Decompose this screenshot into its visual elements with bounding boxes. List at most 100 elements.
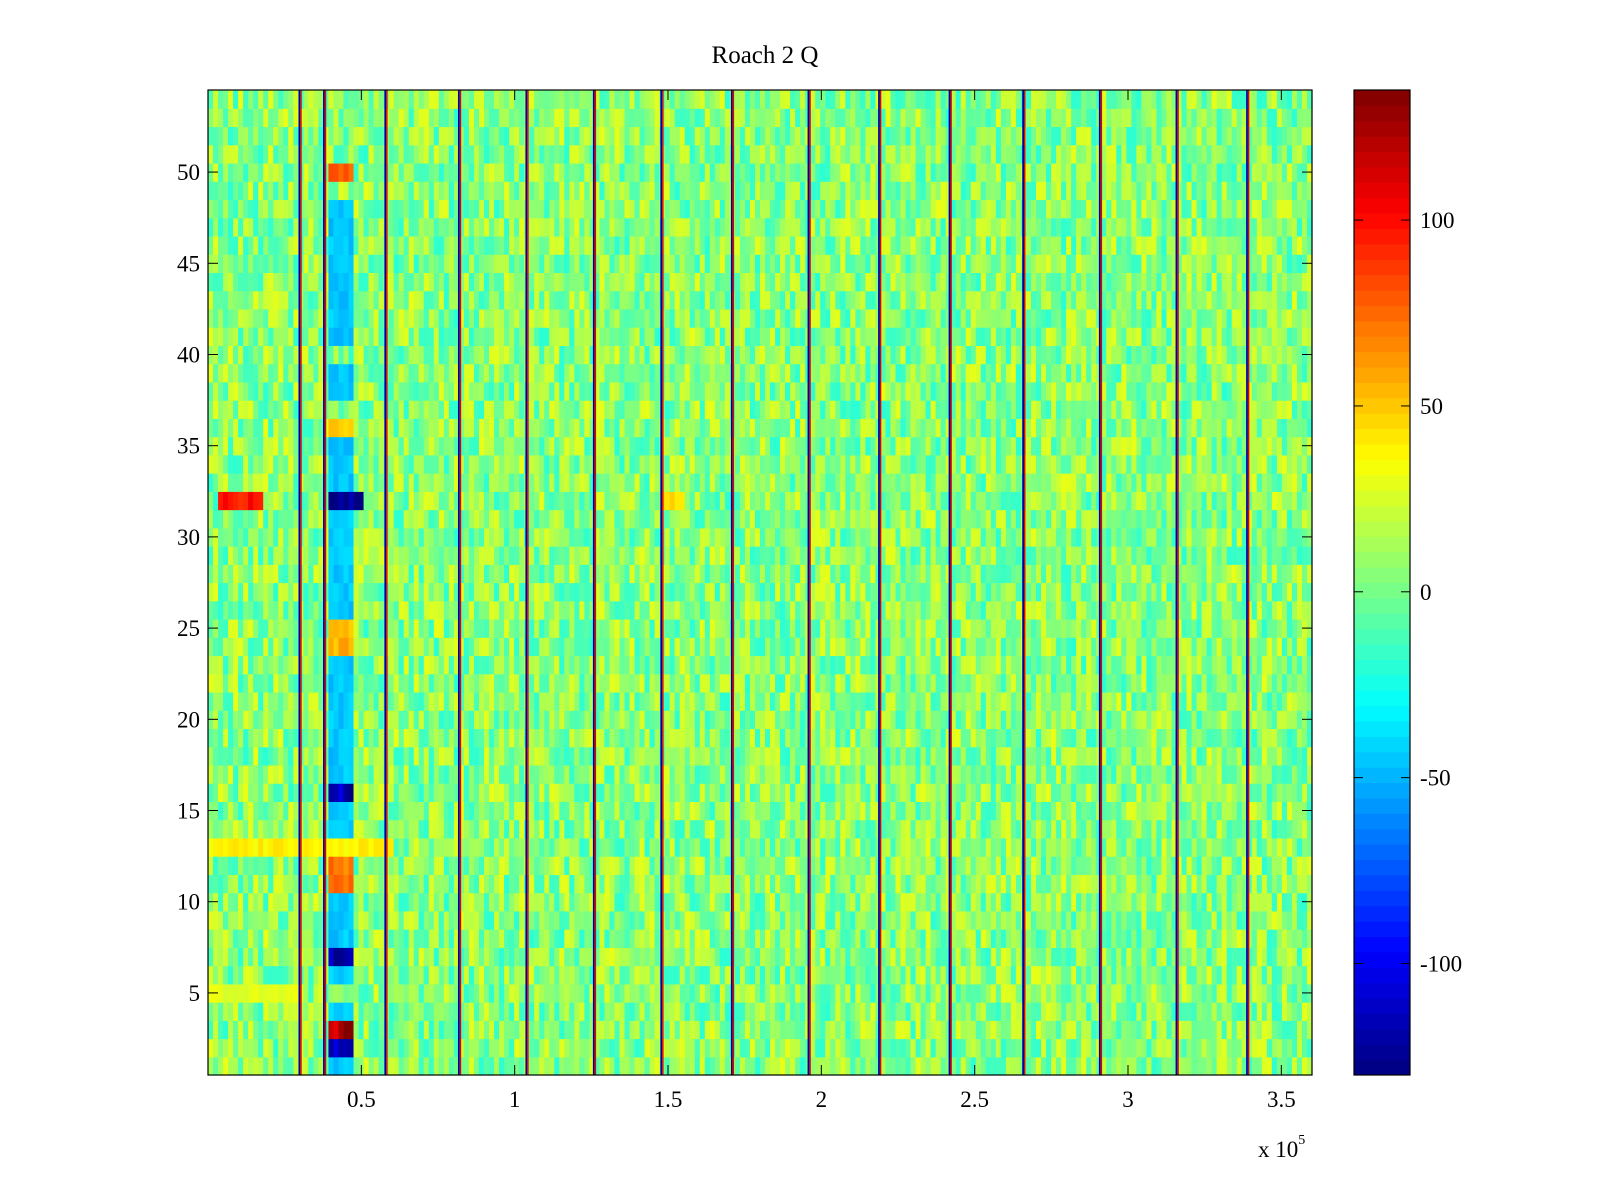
heatmap-cell bbox=[719, 929, 726, 948]
heatmap-cell bbox=[865, 1002, 871, 1021]
heatmap-cell bbox=[398, 1002, 405, 1021]
heatmap-cell bbox=[1246, 801, 1253, 821]
heatmap-cell bbox=[223, 710, 229, 730]
heatmap-cell bbox=[765, 783, 771, 802]
heatmap-cell bbox=[1151, 910, 1158, 930]
heatmap-cell bbox=[1226, 983, 1233, 1003]
heatmap-cell bbox=[1266, 910, 1273, 930]
heatmap-cell bbox=[619, 710, 626, 730]
heatmap-cell bbox=[253, 1038, 259, 1058]
heatmap-cell bbox=[1010, 746, 1017, 766]
heatmap-cell bbox=[208, 691, 214, 711]
heatmap-cell bbox=[915, 874, 922, 894]
heatmap-cell bbox=[303, 1056, 309, 1076]
heatmap-cell bbox=[619, 801, 626, 821]
heatmap-cell bbox=[358, 874, 365, 894]
heatmap-cell bbox=[489, 910, 495, 930]
heatmap-cell bbox=[699, 710, 706, 730]
heatmap-cell bbox=[1266, 1020, 1273, 1040]
heatmap-cell bbox=[1041, 910, 1047, 930]
heatmap-cell bbox=[1211, 764, 1218, 784]
heatmap-cell bbox=[1196, 947, 1203, 967]
heatmap-cell bbox=[760, 746, 766, 766]
heatmap-cell bbox=[213, 746, 219, 766]
heatmap-cell bbox=[1136, 728, 1142, 748]
heatmap-cell bbox=[1246, 1056, 1253, 1076]
heatmap-cell bbox=[624, 746, 631, 766]
heatmap-cell bbox=[900, 728, 907, 748]
heatmap-cell bbox=[714, 746, 721, 766]
heatmap-cell bbox=[1126, 983, 1132, 1003]
heatmap-cell bbox=[348, 1056, 355, 1076]
heatmap-cell bbox=[534, 910, 540, 930]
heatmap-cell bbox=[765, 746, 771, 766]
heatmap-cell bbox=[840, 947, 846, 967]
heatmap-cell bbox=[1091, 837, 1097, 857]
heatmap-cell bbox=[1036, 874, 1042, 894]
heatmap-cell bbox=[358, 983, 365, 1003]
heatmap-cell bbox=[800, 983, 806, 1003]
heatmap-cell bbox=[649, 764, 656, 784]
heatmap-cell bbox=[609, 929, 616, 948]
heatmap-cell bbox=[1201, 856, 1208, 875]
heatmap-cell bbox=[338, 856, 345, 875]
heatmap-cell bbox=[373, 892, 380, 912]
heatmap-cell bbox=[1151, 874, 1158, 894]
heatmap-cell bbox=[920, 783, 927, 802]
heatmap-cell bbox=[368, 929, 375, 948]
heatmap-cell bbox=[850, 1020, 856, 1040]
heatmap-cell bbox=[1246, 783, 1253, 802]
heatmap-cell bbox=[348, 783, 355, 802]
heatmap-cell bbox=[1051, 691, 1057, 711]
heatmap-cell bbox=[770, 910, 776, 930]
heatmap-cell bbox=[574, 910, 580, 930]
heatmap-cell bbox=[353, 1020, 360, 1040]
heatmap-cell bbox=[674, 710, 681, 730]
heatmap-cell bbox=[574, 892, 580, 912]
heatmap-cell bbox=[574, 874, 580, 894]
heatmap-cell bbox=[1061, 947, 1067, 967]
heatmap-cell bbox=[950, 856, 957, 875]
heatmap-cell bbox=[679, 673, 686, 693]
heatmap-cell bbox=[850, 801, 856, 821]
heatmap-cell bbox=[1286, 874, 1293, 894]
heatmap-cell bbox=[1216, 837, 1223, 857]
heatmap-cell bbox=[1121, 1056, 1127, 1076]
heatmap-cell bbox=[1151, 929, 1158, 948]
heatmap-cell bbox=[865, 837, 871, 857]
heatmap-cell bbox=[353, 673, 360, 693]
heatmap-cell bbox=[484, 983, 490, 1003]
heatmap-cell bbox=[765, 965, 771, 985]
heatmap-cell bbox=[308, 1056, 314, 1076]
heatmap-cell bbox=[684, 746, 691, 766]
heatmap-cell bbox=[840, 746, 846, 766]
heatmap-cell bbox=[1000, 1020, 1007, 1040]
heatmap-cell bbox=[238, 728, 244, 748]
heatmap-cell bbox=[499, 655, 505, 675]
heatmap-cell bbox=[1121, 910, 1127, 930]
heatmap-cell bbox=[785, 947, 791, 967]
heatmap-cell bbox=[1301, 1020, 1308, 1040]
heatmap-cell bbox=[975, 1056, 982, 1076]
heatmap-cell bbox=[785, 983, 791, 1003]
heatmap-cell bbox=[559, 801, 565, 821]
heatmap-cell bbox=[1296, 1002, 1303, 1021]
heatmap-cell bbox=[1246, 728, 1253, 748]
heatmap-cell bbox=[1056, 910, 1062, 930]
heatmap-cell bbox=[1246, 983, 1253, 1003]
heatmap-cell bbox=[554, 673, 560, 693]
heatmap-cell bbox=[1261, 910, 1268, 930]
heatmap-cell bbox=[1251, 874, 1258, 894]
heatmap-cell bbox=[1186, 983, 1193, 1003]
heatmap-cell bbox=[905, 1020, 912, 1040]
heatmap-cell bbox=[1151, 1056, 1158, 1076]
heatmap-cell bbox=[1306, 819, 1313, 839]
heatmap-cell bbox=[739, 1038, 746, 1058]
heatmap-cell bbox=[880, 929, 887, 948]
heatmap-cell bbox=[1216, 783, 1223, 802]
heatmap-cell bbox=[1111, 783, 1117, 802]
heatmap-cell bbox=[1276, 783, 1283, 802]
heatmap-cell bbox=[273, 874, 279, 894]
heatmap-cell bbox=[704, 1038, 711, 1058]
heatmap-cell bbox=[323, 710, 330, 730]
